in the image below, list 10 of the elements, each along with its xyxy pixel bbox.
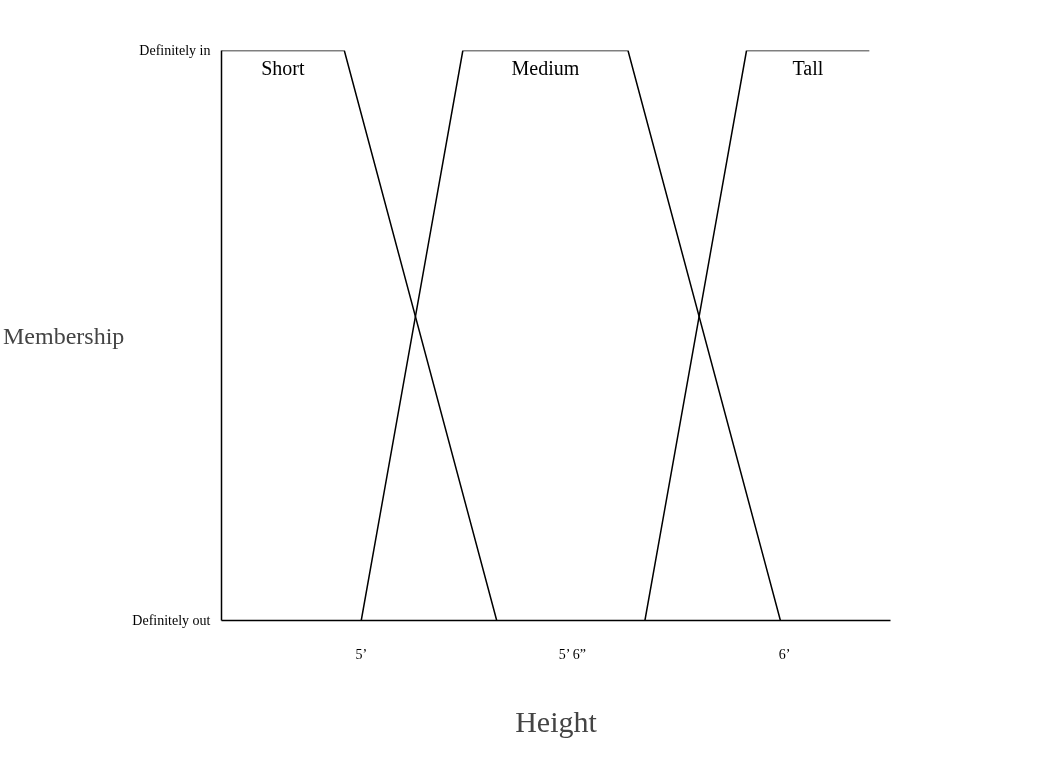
y-axis-title: Membership [3, 322, 125, 349]
x-axis-title: Height [515, 704, 598, 738]
text: Definitely out [132, 613, 211, 628]
text: Definitely in [139, 43, 211, 58]
series-label: Short [261, 56, 306, 79]
x-tick-label: 5’ 6” [558, 646, 587, 662]
x-tick-label: 5’ [355, 646, 368, 662]
x-tick-label: 6’ [778, 646, 791, 662]
series-label: Medium [511, 56, 580, 79]
series-label: Tall [792, 56, 824, 79]
